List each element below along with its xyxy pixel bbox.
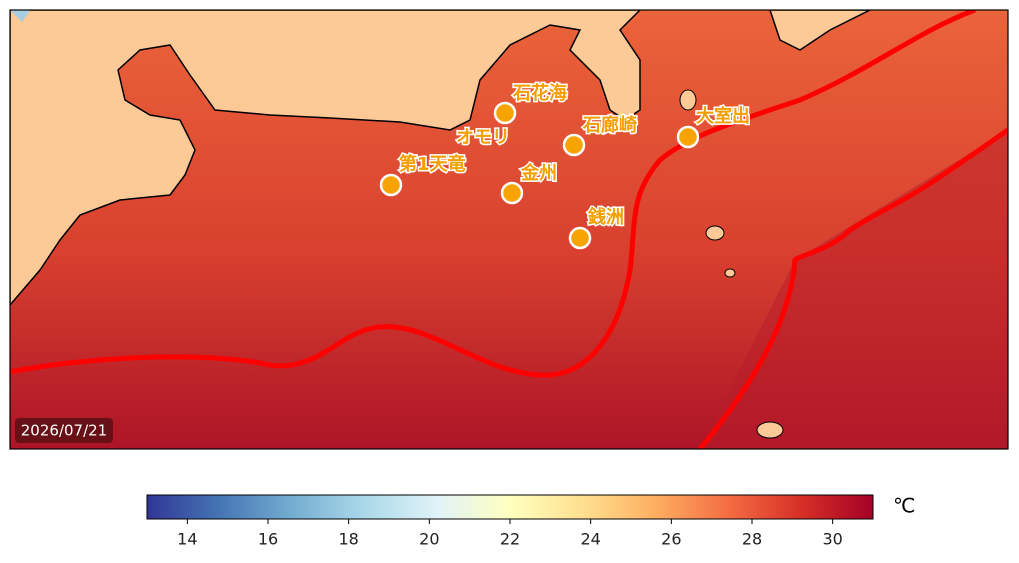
colorbar-tick-label: 14 [177, 530, 197, 549]
map-area: 2026/07/21 [10, 10, 1008, 449]
contour-line [10, 10, 976, 378]
warm-water [700, 130, 1008, 449]
island [679, 89, 697, 111]
colorbar-tick-label: 20 [419, 530, 439, 549]
colorbar-tick-label: 18 [338, 530, 358, 549]
map-frame [9, 9, 1009, 450]
date-label: 2026/07/21 [21, 422, 107, 440]
land [769, 10, 871, 51]
station-marker[interactable] [500, 181, 524, 205]
island [724, 268, 736, 278]
land [10, 10, 642, 307]
station-marker[interactable] [568, 226, 592, 250]
colorbar-gradient [146, 494, 874, 520]
island [705, 225, 725, 241]
station-marker[interactable] [379, 173, 403, 197]
station-marker[interactable] [676, 125, 700, 149]
contour-line [698, 127, 1008, 449]
colorbar-tick-label: 16 [258, 530, 278, 549]
colorbar: ℃ 14 16 18 20 22 24 26 28 30 [146, 494, 915, 549]
colorbar-tick-label: 24 [580, 530, 600, 549]
station-label: 第1天竜 [399, 153, 466, 175]
station-label: 石花海 [512, 82, 567, 104]
colorbar-unit: ℃ [893, 494, 915, 518]
stations: 石花海 石廊崎 大室出 オモリ 第1天竜 金州 銭洲 [379, 81, 752, 250]
station-label: 金州 [520, 162, 557, 184]
station-label: 銭洲 [587, 206, 624, 228]
date-badge [15, 418, 113, 443]
station-marker[interactable] [562, 133, 586, 157]
colorbar-tick-label: 26 [661, 530, 681, 549]
lake [10, 10, 30, 22]
colorbar-tick-label: 30 [822, 530, 842, 549]
station-label: 大室出 [696, 105, 750, 127]
island [756, 421, 784, 439]
station-label: オモリ [456, 127, 510, 148]
colorbar-tick-label: 28 [742, 530, 762, 549]
station-marker[interactable] [493, 101, 517, 125]
station-label: 石廊崎 [582, 114, 637, 136]
colorbar-tick-label: 22 [500, 530, 520, 549]
